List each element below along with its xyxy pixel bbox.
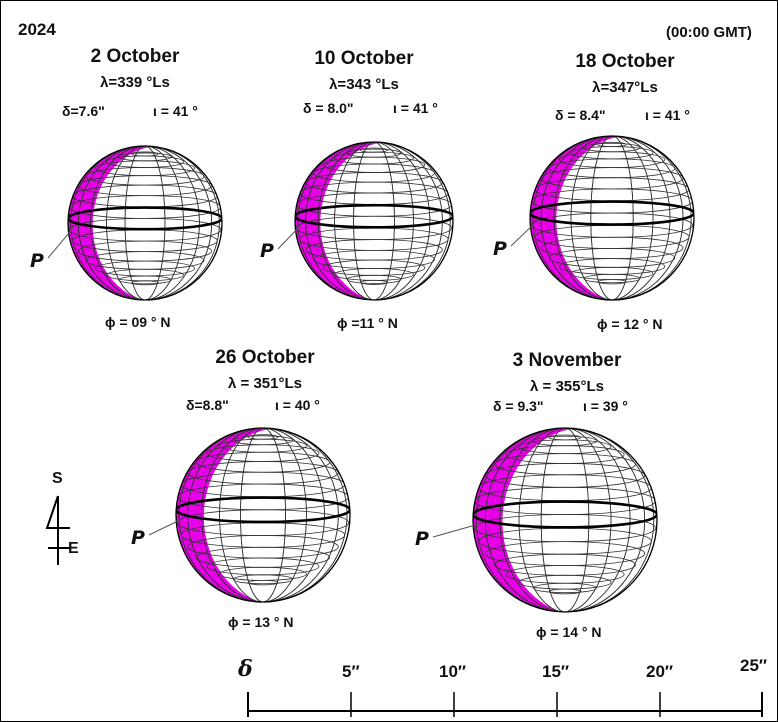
panel-1-p-label: P (30, 250, 44, 272)
equator-line (530, 200, 694, 226)
year-label: 2024 (18, 20, 56, 39)
panel-5-date: 3 November (512, 350, 622, 371)
scale-label-15: 15″ (542, 662, 570, 681)
north-arrow (45, 495, 70, 529)
panel-2-tilt: ϕ =11 ° N (337, 315, 398, 331)
meridian-line (297, 142, 451, 300)
meridian-line (540, 428, 590, 612)
time-label: (00:00 GMT) (666, 24, 752, 41)
graticule (68, 146, 222, 300)
latitude-line (597, 279, 627, 285)
globe-limb (472, 427, 658, 613)
meridian-line (518, 428, 612, 612)
graticule (473, 428, 657, 612)
scale-label-5: 5″ (342, 662, 360, 681)
panel-5-p-label: P (415, 528, 429, 550)
meridian-line (90, 146, 200, 300)
globe-5 (432, 427, 658, 613)
p-pointer (148, 518, 183, 536)
panel-4-tilt: ϕ = 13 ° N (228, 614, 294, 630)
p-pointer (47, 226, 75, 259)
meridian-line (570, 136, 654, 300)
panel-3-ls: λ=347°Ls (592, 79, 658, 96)
panel-4-ls: λ = 351°Ls (228, 375, 302, 392)
latitude-line (247, 579, 279, 586)
meridian-line (499, 428, 631, 612)
meridian-line (70, 146, 220, 300)
panel-2-diameter: δ = 8.0" (303, 100, 354, 116)
panel-3-diameter: δ = 8.4" (555, 107, 606, 123)
panel-1-diameter: δ=7.6" (62, 103, 105, 119)
panel-1-date: 2 October (90, 46, 180, 67)
latitude-line (131, 280, 159, 286)
panel-3-header: 18 October λ=347°Ls (545, 51, 705, 96)
scale-label-25: 25″ (740, 656, 768, 675)
meridian-line (124, 146, 166, 300)
terminator-region (176, 428, 350, 602)
meridian-line (106, 146, 184, 300)
panel-1-phase: ι = 41 ° (153, 103, 198, 119)
meridian-line (240, 428, 286, 602)
equator-line (176, 496, 350, 524)
meridian-line (475, 428, 655, 612)
panel-4-p-label: P (131, 527, 145, 549)
panel-2-phase: ι = 41 ° (393, 100, 438, 116)
equator-line (295, 203, 453, 229)
latitude-line (548, 588, 582, 595)
p-pointer (510, 221, 537, 247)
globe-3 (510, 135, 695, 301)
east-label: E (68, 540, 79, 557)
panel-3-date: 18 October (575, 51, 675, 72)
panel-1-header: 2 October λ=339 °Ls (55, 46, 215, 91)
equator-line (473, 500, 657, 529)
panel-3-p-label: P (493, 238, 507, 260)
meridian-line (532, 136, 692, 300)
globe-limb (529, 135, 695, 301)
meridian-line (317, 142, 431, 300)
scale-label-20: 20″ (646, 662, 674, 681)
panel-5-header: 3 November λ = 355°Ls (487, 350, 647, 395)
latitude-line (359, 279, 389, 285)
panel-5-tilt: ϕ = 14 ° N (536, 624, 602, 640)
south-label: S (52, 470, 63, 487)
globe-2 (277, 141, 454, 301)
panel-2-ls: λ=343 °Ls (329, 76, 399, 93)
scale-label-10: 10″ (439, 662, 467, 681)
panel-1-tilt: ϕ = 09 ° N (105, 314, 171, 330)
panel-3-phase: ι = 41 ° (645, 107, 690, 123)
panel-3-tilt: ϕ = 12 ° N (597, 316, 663, 332)
globe-4 (148, 427, 351, 603)
panel-4-date: 26 October (215, 347, 315, 368)
meridian-line (590, 136, 634, 300)
panel-2-date: 10 October (314, 48, 414, 69)
meridian-line (201, 428, 325, 602)
panel-2-header: 10 October λ=343 °Ls (284, 48, 444, 93)
scale-symbol: δ (238, 656, 253, 682)
meridian-line (178, 428, 348, 602)
panel-5-diameter: δ = 9.3" (493, 398, 544, 414)
p-pointer (432, 523, 480, 538)
equator-line (68, 206, 222, 231)
meridian-line (353, 142, 395, 300)
panel-4-header: 26 October λ = 351°Ls (185, 347, 345, 392)
panel-5-phase: ι = 39 ° (583, 398, 628, 414)
globe-limb (175, 427, 351, 603)
meridian-line (334, 142, 414, 300)
p-pointer (277, 224, 302, 250)
globe-limb (67, 145, 223, 301)
panel-5-ls: λ = 355°Ls (530, 378, 604, 395)
globe-1 (47, 145, 223, 301)
panel-4-phase: ι = 40 ° (275, 397, 320, 413)
meridian-line (219, 428, 307, 602)
panel-4-diameter: δ=8.8" (186, 397, 229, 413)
panel-1-ls: λ=339 °Ls (100, 74, 170, 91)
globe-limb (294, 141, 454, 301)
meridian-line (553, 136, 671, 300)
panel-2-p-label: P (260, 240, 274, 262)
latitude-line (533, 582, 597, 594)
